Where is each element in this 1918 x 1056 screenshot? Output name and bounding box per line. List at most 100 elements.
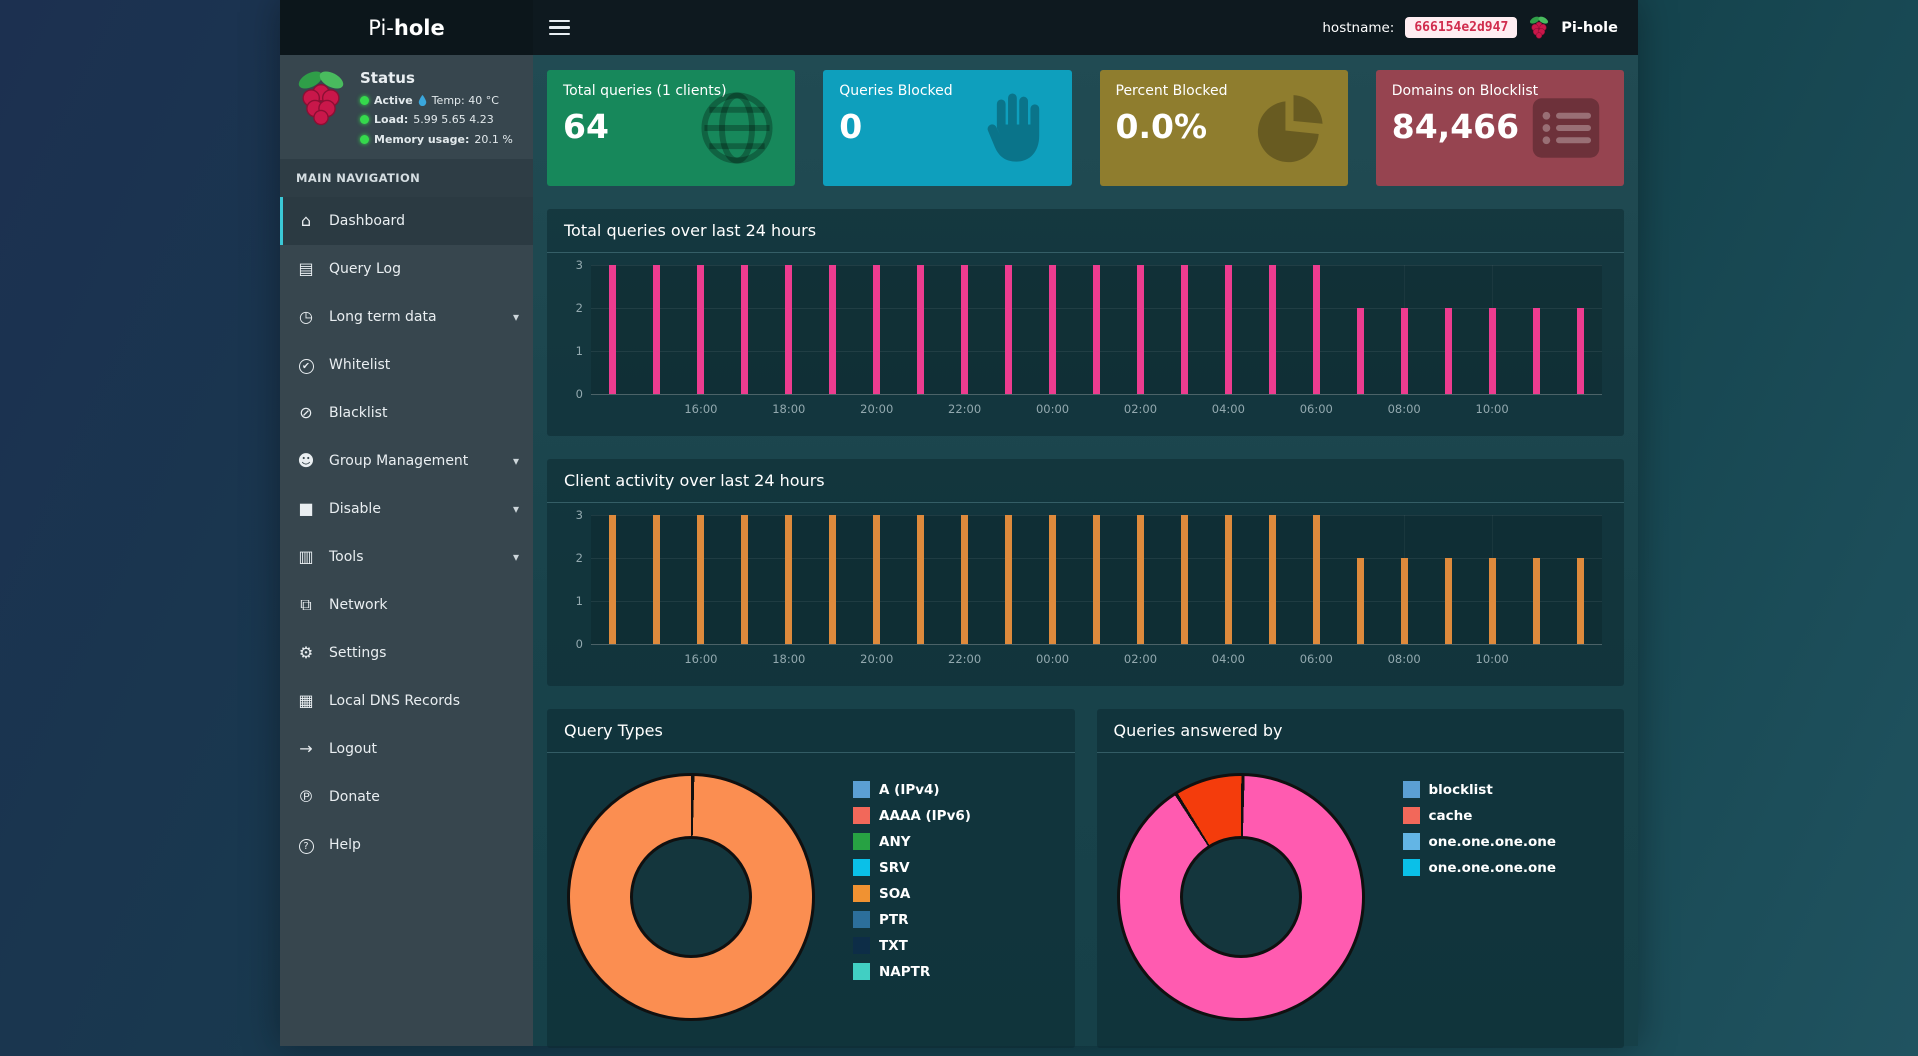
- sidebar-item-settings[interactable]: ⚙ Settings: [280, 629, 533, 677]
- sidebar-toggle-button[interactable]: [549, 19, 570, 36]
- sidebar-item-blacklist[interactable]: ⊘ Blacklist: [280, 389, 533, 437]
- x-tick-label: 16:00: [684, 402, 718, 416]
- sidebar-item-logout[interactable]: → Logout: [280, 725, 533, 773]
- sidebar-item-tools[interactable]: ▥ Tools ▾: [280, 533, 533, 581]
- bar: [609, 515, 617, 644]
- brand-logo[interactable]: Pi-hole: [280, 0, 533, 55]
- stat-card-2: Percent Blocked 0.0%: [1099, 70, 1348, 186]
- total-queries-chart[interactable]: 0 1 2 3 16:00 18:00 20:00 22:00 00:00 02:00 04:00…: [576, 258, 1602, 426]
- chart-x-axis: 16:00 18:00 20:00 22:00 00:00 02:00 04:00 06:00…: [591, 652, 1602, 676]
- x-tick-label: 10:00: [1475, 652, 1509, 666]
- sidebar-nav: ⌂ Dashboard ▤ Query Log ◷ Long term data ▾ ✔ Whi…: [280, 196, 533, 869]
- bar: [741, 265, 749, 394]
- temperature-icon: [418, 94, 427, 107]
- sidebar-item-dashboard[interactable]: ⌂ Dashboard: [280, 196, 533, 245]
- legend-label: cache: [1428, 807, 1473, 824]
- x-tick-label: 20:00: [860, 402, 894, 416]
- x-tick-label: 22:00: [948, 652, 982, 666]
- legend-item[interactable]: one.one.one.one: [1402, 833, 1556, 850]
- legend-label: SRV: [879, 859, 910, 876]
- folder-icon: ▥: [298, 546, 314, 566]
- legend-label: ANY: [879, 833, 911, 850]
- status-title: Status: [360, 69, 415, 87]
- address-book-icon: ▦: [298, 690, 314, 710]
- query-types-donut-chart[interactable]: [567, 773, 815, 1021]
- bar: [1400, 308, 1408, 394]
- sidebar-item-group-management[interactable]: ☻ Group Management ▾: [280, 437, 533, 485]
- x-tick-label: 22:00: [948, 402, 982, 416]
- list-icon: [1524, 86, 1608, 170]
- legend-item[interactable]: one.one.one.one: [1402, 859, 1557, 876]
- sidebar-item-query-log[interactable]: ▤ Query Log: [280, 245, 533, 293]
- legend-item[interactable]: blocklist: [1402, 781, 1557, 798]
- status-details: Status Active Temp: 40 °C Load: 5.99 5.65 4…: [360, 68, 513, 149]
- sidebar-item-long-term-data[interactable]: ◷ Long term data ▾: [280, 293, 533, 341]
- bar: [1049, 515, 1057, 644]
- status-panel: Status Active Temp: 40 °C Load: 5.99 5.65 4…: [280, 55, 533, 159]
- y-tick-label: 1: [575, 344, 583, 358]
- sidebar-item-disable[interactable]: ■ Disable ▾: [280, 485, 533, 533]
- file-list-icon: ▤: [298, 258, 314, 278]
- legend-item[interactable]: SRV: [853, 859, 971, 876]
- chart-plot-area[interactable]: 0 1 2 3: [576, 258, 1602, 401]
- topbar: Pi-hole hostname: 666154e2d947 Pi-hole: [280, 0, 1638, 55]
- legend-swatch: [853, 911, 870, 928]
- bar: [1136, 265, 1144, 394]
- summary-cards: Total queries (1 clients) 64 Queries Block…: [547, 70, 1624, 186]
- sidebar-item-whitelist[interactable]: ✔ Whitelist: [280, 341, 533, 389]
- clock-icon: ◷: [299, 306, 313, 326]
- stat-card-1: Queries Blocked 0: [823, 70, 1072, 186]
- chevron-down-icon: ▾: [512, 453, 519, 468]
- total-queries-panel: Total queries over last 24 hours 0 1 2 3 16…: [547, 209, 1624, 436]
- logout-icon: →: [299, 738, 313, 758]
- legend-item[interactable]: PTR: [853, 911, 971, 928]
- bar: [1532, 558, 1540, 644]
- legend-item[interactable]: NAPTR: [853, 963, 971, 980]
- x-tick-label: 20:00: [860, 652, 894, 666]
- status-value: Temp: 40 °C: [431, 94, 499, 107]
- nav-item-label: Tools: [329, 548, 364, 565]
- queries-answered-donut-chart[interactable]: [1116, 773, 1365, 1021]
- brand-text: Pi-hole: [368, 15, 445, 40]
- y-tick-label: 3: [575, 258, 583, 272]
- legend-label: one.one.one.one: [1428, 859, 1557, 876]
- sidebar-item-donate[interactable]: ℗ Donate: [280, 773, 533, 821]
- y-tick-label: 2: [575, 301, 583, 315]
- legend-item[interactable]: TXT: [853, 937, 971, 954]
- bar: [1049, 265, 1057, 394]
- panel-title: Client activity over last 24 hours: [547, 459, 1624, 503]
- legend-item[interactable]: A (IPv4): [853, 781, 971, 798]
- legend-label: TXT: [879, 937, 908, 954]
- legend-item[interactable]: cache: [1402, 807, 1557, 824]
- queries-answered-legend: blocklist cache one.one.one.one one.one.one…: [1402, 781, 1557, 1021]
- client-activity-chart[interactable]: 0 1 2 3 16:00 18:00 20:00 22:00 00:00 02:00 04:00…: [576, 508, 1602, 676]
- legend-swatch: [853, 859, 870, 876]
- y-tick-label: 1: [575, 594, 583, 608]
- bar: [873, 265, 881, 394]
- legend-label: AAAA (IPv6): [879, 807, 971, 824]
- sidebar-item-local-dns-records[interactable]: ▦ Local DNS Records: [280, 677, 533, 725]
- queries-answered-panel: Queries answered by blocklist cache one.on…: [1096, 709, 1624, 1048]
- x-tick-label: 02:00: [1123, 402, 1158, 416]
- bar: [1356, 558, 1364, 644]
- chevron-down-icon: ▾: [512, 549, 519, 564]
- bar: [829, 515, 837, 644]
- bar: [1268, 515, 1276, 644]
- status-label: Active: [374, 94, 413, 107]
- sidebar-item-help[interactable]: ? Help: [280, 821, 533, 869]
- bar: [917, 515, 925, 644]
- x-tick-label: 00:00: [1035, 402, 1070, 416]
- legend-swatch: [853, 885, 870, 902]
- bar: [873, 515, 881, 644]
- legend-item[interactable]: AAAA (IPv6): [853, 807, 971, 824]
- chart-plot-area[interactable]: 0 1 2 3: [576, 508, 1602, 651]
- legend-item[interactable]: ANY: [853, 833, 971, 850]
- status-value: 5.99 5.65 4.23: [413, 113, 494, 127]
- y-tick-label: 2: [575, 551, 583, 565]
- nav-item-label: Long term data: [329, 308, 437, 325]
- y-tick-label: 0: [575, 387, 583, 401]
- bar: [697, 265, 705, 394]
- bar: [1093, 265, 1100, 394]
- legend-item[interactable]: SOA: [853, 885, 971, 902]
- sidebar-item-network[interactable]: ⧉ Network: [280, 581, 533, 629]
